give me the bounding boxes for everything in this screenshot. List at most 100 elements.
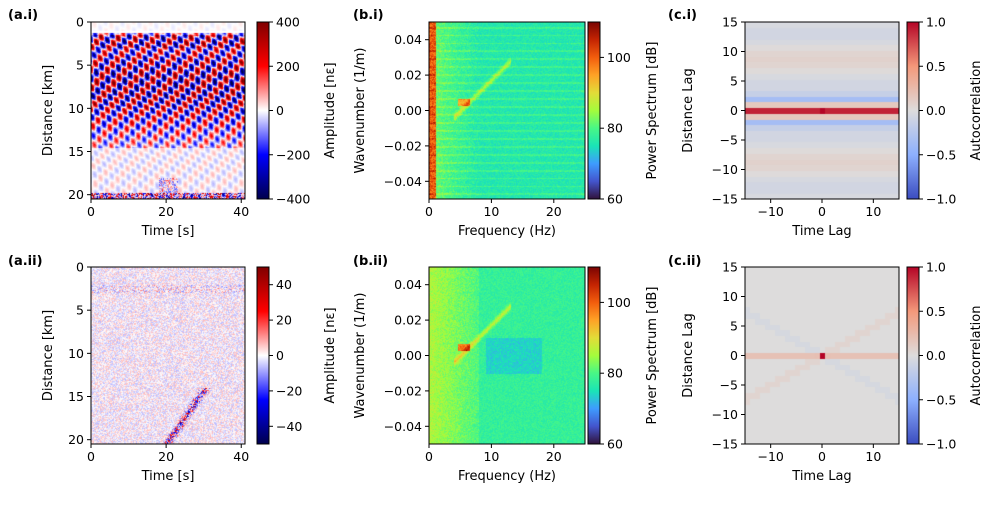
colorbar-label: Autocorrelation xyxy=(969,306,984,406)
colorbar-tick-label: 40 xyxy=(276,277,292,292)
y-tick-label: 0.00 xyxy=(394,348,422,363)
panel-label: (a.i) xyxy=(8,8,38,23)
colorbar-tick-label: −400 xyxy=(276,192,310,207)
y-tick-label: 5 xyxy=(730,74,738,89)
colorbar-tick-label: 1.0 xyxy=(926,260,946,275)
x-axis-label: Time [s] xyxy=(141,469,195,484)
colorbar-tick-label: −20 xyxy=(276,383,302,398)
panel-label: (a.ii) xyxy=(8,254,43,269)
x-axis-label: Time [s] xyxy=(141,224,195,239)
x-tick-label: 20 xyxy=(158,449,174,464)
x-tick-label: 40 xyxy=(233,449,249,464)
y-tick-label: −0.04 xyxy=(384,419,422,434)
colorbar-tick-label: −0.5 xyxy=(926,392,956,407)
y-tick-label: 15 xyxy=(68,144,84,159)
colorbar xyxy=(906,21,920,200)
y-tick-label: 0.04 xyxy=(394,277,422,292)
x-axis-label: Time Lag xyxy=(791,224,851,239)
x-tick-label: 0 xyxy=(818,449,826,464)
colorbar-label: Amplitude [nε] xyxy=(323,62,338,158)
x-tick-label: −10 xyxy=(757,449,783,464)
colorbar-tick-label: 60 xyxy=(607,437,623,452)
y-tick-label: 0 xyxy=(76,260,84,275)
y-axis-label: Distance Lag xyxy=(681,68,696,152)
panel-label: (b.ii) xyxy=(353,254,388,269)
y-tick-label: 20 xyxy=(68,432,84,447)
colorbar-tick-label: −200 xyxy=(276,147,310,162)
panel-label: (c.i) xyxy=(668,8,697,23)
x-axis-label: Time Lag xyxy=(791,469,851,484)
x-tick-label: 0 xyxy=(87,449,95,464)
y-tick-label: 15 xyxy=(722,15,738,30)
y-tick-label: −0.02 xyxy=(384,383,422,398)
y-tick-label: 0.02 xyxy=(394,68,422,83)
y-tick-label: 0 xyxy=(76,15,84,30)
y-axis-label: Distance [km] xyxy=(41,65,56,156)
panel-b-i: 0 10 20 0.04 0.02 0.00 −0.02 −0.04 Frequency (Hz… xyxy=(353,8,660,239)
colorbar-tick-label: −1.0 xyxy=(926,437,956,452)
colorbar-tick-label: 0.0 xyxy=(926,103,946,118)
y-tick-label: 10 xyxy=(722,44,738,59)
y-tick-label: 0.00 xyxy=(394,103,422,118)
y-tick-label: 20 xyxy=(68,187,84,202)
x-tick-label: 20 xyxy=(546,204,562,219)
colorbar-tick-label: 0 xyxy=(276,348,284,363)
panel-c-i: −10 0 10 15 10 5 0 −5 −10 −15 Time Lag Distance Lag… xyxy=(668,8,984,239)
y-tick-label: −0.02 xyxy=(384,138,422,153)
y-tick-label: −0.04 xyxy=(384,174,422,189)
colorbar-tick-label: 400 xyxy=(276,15,300,30)
y-tick-label: 15 xyxy=(68,389,84,404)
y-tick-label: −10 xyxy=(712,407,738,422)
y-tick-label: 5 xyxy=(76,58,84,73)
axes-frame xyxy=(90,21,246,200)
colorbar-tick-label: 80 xyxy=(607,121,623,136)
x-tick-label: 40 xyxy=(233,204,249,219)
y-tick-label: −10 xyxy=(712,162,738,177)
y-tick-label: −5 xyxy=(720,378,738,393)
x-tick-label: 20 xyxy=(158,204,174,219)
heatmap-image xyxy=(745,267,899,444)
y-tick-label: 10 xyxy=(722,289,738,304)
colorbar-tick-label: 60 xyxy=(607,192,623,207)
colorbar xyxy=(587,266,601,445)
x-tick-label: 0 xyxy=(87,204,95,219)
x-axis-label: Frequency (Hz) xyxy=(458,469,556,484)
colorbar-tick-label: −1.0 xyxy=(926,192,956,207)
x-axis-label: Frequency (Hz) xyxy=(458,224,556,239)
colorbar-tick-label: 100 xyxy=(607,295,631,310)
y-tick-label: 0.04 xyxy=(394,32,422,47)
heatmap-image xyxy=(429,22,585,199)
colorbar xyxy=(587,21,601,200)
panel-b-ii: 0 10 20 0.04 0.02 0.00 −0.02 −0.04 Frequency (Hz… xyxy=(353,254,660,484)
colorbar-tick-label: 0.0 xyxy=(926,348,946,363)
colorbar-tick-label: −0.5 xyxy=(926,147,956,162)
colorbar-tick-label: −40 xyxy=(276,419,302,434)
y-axis-label: Distance [km] xyxy=(41,310,56,401)
y-tick-label: 15 xyxy=(722,260,738,275)
colorbar-tick-label: 0 xyxy=(276,103,284,118)
x-tick-label: 10 xyxy=(865,204,881,219)
y-tick-label: 0 xyxy=(730,348,738,363)
x-tick-label: 0 xyxy=(425,449,433,464)
y-tick-label: −15 xyxy=(712,437,738,452)
y-tick-label: 5 xyxy=(76,303,84,318)
heatmap-image xyxy=(91,22,245,199)
y-axis-label: Distance Lag xyxy=(681,313,696,397)
colorbar-label: Power Spectrum [dB] xyxy=(645,42,660,180)
x-tick-label: 10 xyxy=(483,449,499,464)
y-axis-label: Wavenumber (1/m) xyxy=(353,292,368,418)
colorbar-tick-label: 200 xyxy=(276,59,300,74)
y-tick-label: −5 xyxy=(720,133,738,148)
x-tick-label: 10 xyxy=(483,204,499,219)
heatmap-image xyxy=(745,22,899,199)
x-tick-label: 10 xyxy=(865,449,881,464)
colorbar-tick-label: 0.5 xyxy=(926,304,946,319)
panel-label: (c.ii) xyxy=(668,254,701,269)
panel-label: (b.i) xyxy=(353,8,384,23)
y-tick-label: 10 xyxy=(68,346,84,361)
axes-frame xyxy=(90,266,246,445)
colorbar-tick-label: 80 xyxy=(607,366,623,381)
y-tick-label: 10 xyxy=(68,101,84,116)
